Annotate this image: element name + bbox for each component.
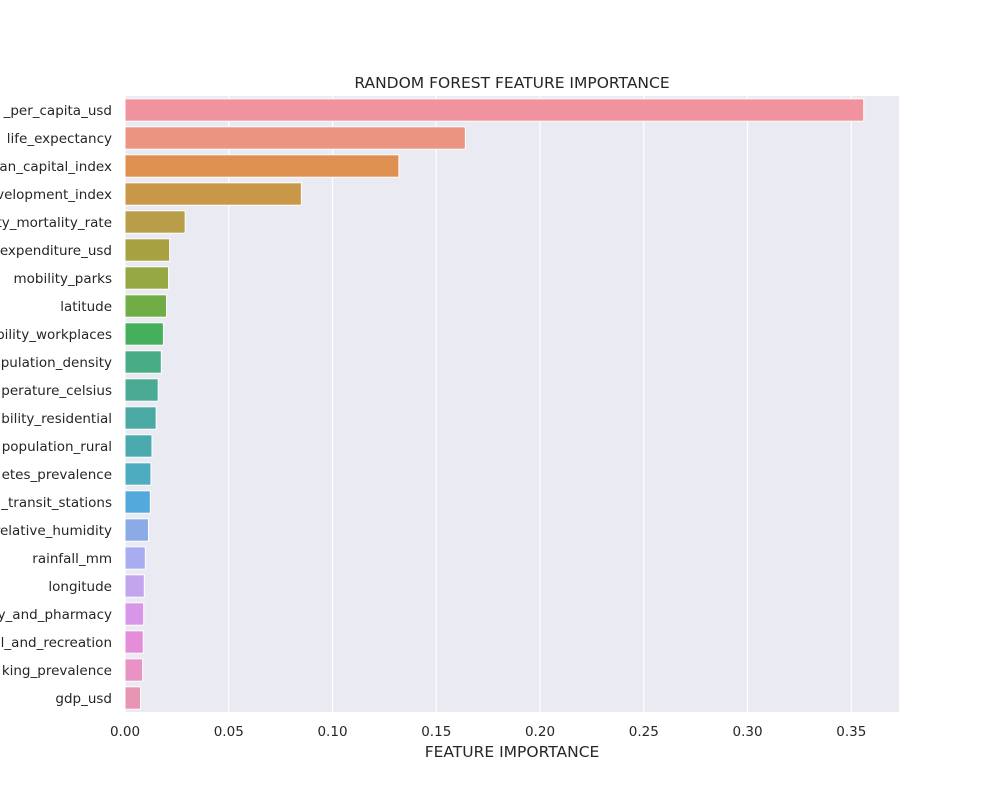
y-tick-label: mobility_parks <box>13 271 112 287</box>
y-tick-label: l_and_recreation <box>1 635 112 651</box>
x-tick-label: 0.20 <box>525 724 555 740</box>
x-tick-label: 0.05 <box>214 724 244 740</box>
y-tick-label: gdp_usd <box>55 691 112 707</box>
y-tick-labels: _per_capita_usd life_expectancy an_capital… <box>0 103 112 707</box>
chart-title: RANDOM FOREST FEATURE IMPORTANCE <box>354 74 669 92</box>
y-tick-label: y_and_pharmacy <box>0 607 112 623</box>
bar-16 <box>124 546 146 570</box>
bar-21 <box>124 686 142 710</box>
bar-11 <box>124 406 157 430</box>
x-tick-label: 0.25 <box>629 724 659 740</box>
x-tick-labels: 0.00 0.05 0.10 0.15 0.20 0.25 0.30 0.35 <box>110 724 866 740</box>
bar-1 <box>124 126 466 150</box>
y-tick-label: _transit_stations <box>0 495 112 511</box>
x-tick-label: 0.00 <box>110 724 140 740</box>
bars <box>124 98 865 710</box>
bar-18 <box>124 602 145 626</box>
bar-3 <box>124 182 302 206</box>
y-tick-label: bility_residential <box>1 411 112 427</box>
bar-20 <box>124 658 144 682</box>
y-tick-label: longitude <box>48 579 112 595</box>
bar-12 <box>124 434 153 458</box>
bar-15 <box>124 518 149 542</box>
bar-14 <box>124 490 151 514</box>
y-tick-label: population_rural <box>2 439 112 455</box>
x-tick-label: 0.35 <box>836 724 866 740</box>
x-tick-label: 0.10 <box>317 724 347 740</box>
bar-7 <box>124 294 168 318</box>
y-tick-label: king_prevalence <box>2 663 112 679</box>
bar-6 <box>124 266 170 290</box>
y-tick-label: _per_capita_usd <box>3 103 112 119</box>
y-tick-label: perature_celsius <box>1 383 112 399</box>
y-tick-label: velopment_index <box>0 187 112 203</box>
bar-8 <box>124 322 164 346</box>
bar-2 <box>124 154 400 178</box>
bar-17 <box>124 574 145 598</box>
y-tick-label: rainfall_mm <box>32 551 112 567</box>
y-tick-label: relative_humidity <box>0 523 112 539</box>
bar-13 <box>124 462 152 486</box>
bar-5 <box>124 238 171 262</box>
y-tick-label: pulation_density <box>1 355 112 371</box>
x-axis-label: FEATURE IMPORTANCE <box>425 743 600 761</box>
bar-10 <box>124 378 159 402</box>
bar-4 <box>124 210 186 234</box>
bar-0 <box>124 98 865 122</box>
y-tick-label: an_capital_index <box>0 159 112 175</box>
y-tick-label: etes_prevalence <box>2 467 112 483</box>
x-tick-label: 0.15 <box>421 724 451 740</box>
y-tick-label: ty_mortality_rate <box>0 215 112 231</box>
y-tick-label: latitude <box>60 299 112 315</box>
bar-9 <box>124 350 162 374</box>
bar-19 <box>124 630 144 654</box>
x-tick-label: 0.30 <box>732 724 762 740</box>
y-tick-label: life_expectancy <box>7 131 112 147</box>
y-tick-label: bility_workplaces <box>0 327 112 343</box>
y-tick-label: expenditure_usd <box>0 243 112 259</box>
